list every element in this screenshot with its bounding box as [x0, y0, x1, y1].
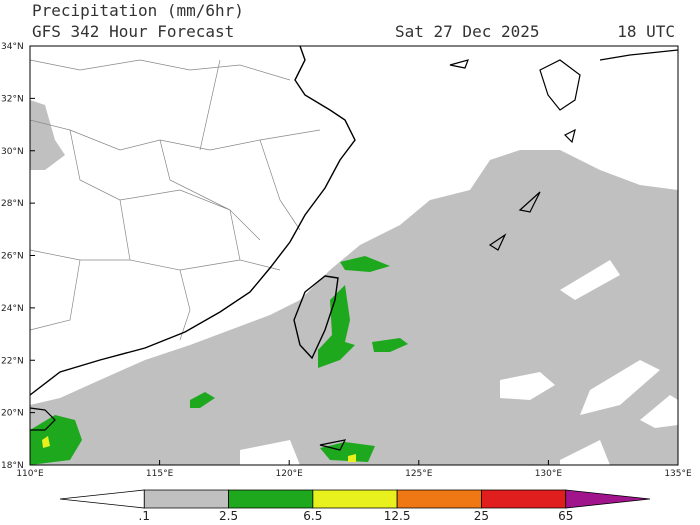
precip-heavy: [348, 454, 356, 462]
coastline-hainan: [29, 407, 56, 431]
colorbar-label: 65: [558, 509, 573, 523]
title: Precipitation (mm/6hr): [32, 1, 244, 20]
colorbar-swatch: [228, 489, 314, 509]
province-borders: [29, 59, 321, 341]
precip-gap: [500, 372, 555, 400]
coastline-taiwan: [293, 275, 339, 360]
map-area: [29, 45, 679, 466]
lat-label: 24°N: [1, 304, 24, 314]
lat-label: 26°N: [1, 252, 24, 262]
lat-label: 30°N: [1, 147, 24, 157]
precip-gap: [640, 395, 678, 428]
colorbar-swatch: [312, 489, 398, 509]
lon-label: 120°E: [276, 469, 304, 479]
precip-moderate: [30, 415, 82, 465]
coastline-japan: [319, 49, 679, 451]
lat-label: 22°N: [1, 356, 24, 366]
precip-gap: [580, 360, 660, 415]
precip-moderate: [318, 285, 355, 368]
precip-gap: [560, 260, 620, 300]
lon-label: 125°E: [405, 469, 433, 479]
date: Sat 27 Dec 2025: [395, 22, 540, 41]
colorbar-swatch: [481, 489, 567, 509]
colorbar: .1 2.5 6.5 12.5 25 65: [59, 489, 651, 523]
precip-gap: [560, 440, 610, 465]
colorbar-label: .1: [139, 509, 150, 523]
colorbar-label: 2.5: [219, 509, 238, 523]
lon-label: 135°E: [664, 469, 692, 479]
lat-label: 32°N: [1, 94, 24, 104]
lat-label: 34°N: [1, 42, 24, 52]
lat-label: 20°N: [1, 409, 24, 419]
coastline: [29, 45, 356, 396]
lat-label: 28°N: [1, 199, 24, 209]
precip-moderate: [372, 338, 408, 352]
lat-label: 18°N: [1, 461, 24, 471]
precip-moderate: [190, 392, 215, 408]
precip-gap: [240, 440, 300, 465]
colorbar-swatch: [59, 489, 145, 509]
colorbar-swatch: [396, 489, 482, 509]
colorbar-swatch: [565, 489, 651, 509]
colorbar-label: 12.5: [384, 509, 411, 523]
lon-label: 130°E: [535, 469, 563, 479]
colorbar-label: 25: [474, 509, 489, 523]
precip-moderate: [320, 442, 375, 462]
precip-light-north: [30, 100, 65, 170]
time: 18 UTC: [617, 22, 675, 41]
colorbar-label: 6.5: [303, 509, 322, 523]
precip-moderate: [340, 256, 390, 272]
subtitle: GFS 342 Hour Forecast: [32, 22, 234, 41]
precip-heavy: [42, 436, 50, 448]
lon-label: 110°E: [16, 469, 44, 479]
colorbar-swatch: [143, 489, 229, 509]
lon-label: 115°E: [146, 469, 174, 479]
axis-labels: 18°N 20°N 22°N 24°N 26°N 28°N 30°N 32°N 34°N 110°…: [1, 42, 692, 479]
